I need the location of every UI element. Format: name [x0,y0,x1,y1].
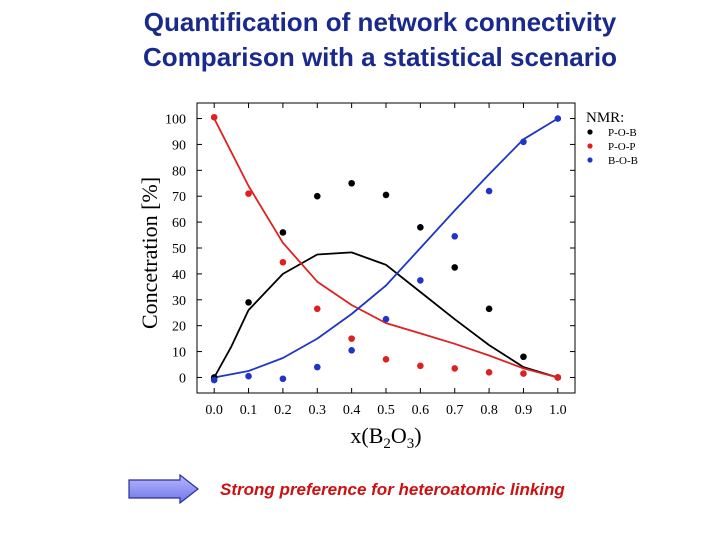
y-tick-label: 10 [172,346,186,361]
legend-label-p-o-p: P-O-P [608,141,636,153]
point-p-o-p [485,368,493,376]
footnote-text: Strong preference for heteroatomic linki… [220,480,565,499]
slide-title-line1: Quantification of network connectivity [143,7,617,37]
point-p-o-b [485,305,493,313]
point-p-o-b [313,192,321,200]
point-p-o-b [348,179,355,187]
point-p-o-p [451,365,459,372]
legend-title: NMR: [586,110,624,126]
point-p-o-b [279,229,287,236]
x-tick-label: 0.3 [309,403,327,418]
x-tick-label: 0.4 [343,403,361,418]
y-tick-label: 90 [172,138,186,153]
point-b-o-b [279,375,287,383]
curve-p-o-b [213,251,559,379]
point-p-o-b [451,264,459,271]
x-axis-label: x(B2O3) [350,423,421,452]
y-tick-label: 20 [172,320,186,335]
point-b-o-b [520,138,527,146]
point-b-o-b [485,187,493,195]
y-tick-label: 70 [172,190,186,205]
x-tick-label: 0.6 [412,403,430,418]
legend-label-p-o-b: P-O-B [608,127,637,139]
y-tick-label: 0 [179,371,186,386]
point-b-o-b [451,233,459,240]
point-b-o-b [348,346,355,354]
point-p-o-p [210,113,218,121]
slide-title-line2: Comparison with a statistical scenario [143,42,617,72]
legend-label-b-o-b: B-O-B [608,155,638,167]
legend-marker-b-o-b [587,157,593,163]
point-b-o-b [417,277,424,284]
legend-marker-p-o-p [587,143,593,149]
point-b-o-b [382,315,390,323]
x-tick-label: 0.0 [205,403,223,418]
x-tick-label: 1.0 [549,403,567,418]
curve-b-o-b [214,117,559,379]
x-tick-label: 0.7 [446,403,464,418]
legend-marker-p-o-b [587,129,593,135]
point-p-o-p [245,190,252,197]
x-tick-label: 0.5 [377,403,395,418]
x-tick-label: 0.9 [515,403,533,418]
y-tick-label: 100 [165,113,186,128]
x-tick-label: 0.1 [240,403,258,418]
point-p-o-b [382,191,390,199]
point-p-o-b [245,299,252,306]
point-b-o-b [554,115,562,122]
plot-frame [196,102,576,394]
point-b-o-b [245,372,252,380]
point-p-o-p [279,258,287,266]
y-tick-label: 80 [172,164,186,179]
point-p-o-p [348,335,355,342]
point-b-o-b [313,363,321,371]
right-arrow-icon [128,474,199,504]
point-p-o-p [520,370,527,377]
y-tick-label: 30 [172,294,186,309]
x-tick-label: 0.8 [480,403,498,418]
point-p-o-b [417,223,424,231]
y-tick-label: 50 [172,242,186,257]
point-p-o-p [417,362,424,370]
y-tick-label: 60 [172,216,186,231]
y-tick-label: 40 [172,268,186,283]
curve-p-o-p [213,118,559,379]
point-p-o-b [520,353,527,361]
point-p-o-p [554,374,562,381]
point-p-o-p [382,356,390,363]
point-b-o-b [210,376,218,384]
x-tick-label: 0.2 [274,403,292,418]
y-axis-label: Concetration [%] [137,177,162,329]
point-p-o-p [313,305,321,313]
